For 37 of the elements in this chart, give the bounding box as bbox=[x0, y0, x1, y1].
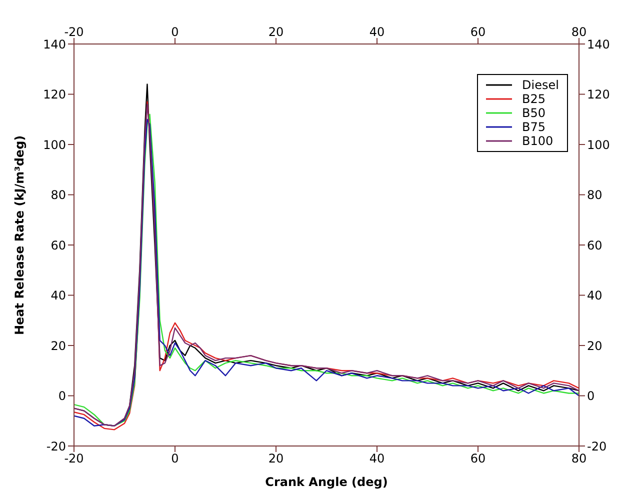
x-tick-label: 80 bbox=[571, 25, 587, 39]
y2-tick-label: 100 bbox=[587, 138, 610, 152]
x-tick-label: 20 bbox=[268, 25, 284, 39]
y-axis-title: Heat Release Rate (kJ/m³deg) bbox=[12, 135, 26, 335]
legend-label: B100 bbox=[522, 134, 554, 148]
y2-tick-label: 120 bbox=[587, 88, 610, 102]
y-tick-label: 80 bbox=[50, 188, 66, 202]
x2-tick-label: 20 bbox=[268, 452, 284, 466]
x-tick-label: -20 bbox=[64, 25, 84, 39]
x-tick-label: 60 bbox=[470, 25, 486, 39]
y2-tick-label: 40 bbox=[587, 288, 602, 303]
y-tick-label: 120 bbox=[43, 88, 66, 102]
y-tick-label: 60 bbox=[50, 238, 66, 252]
x2-tick-label: 40 bbox=[369, 452, 385, 466]
x2-tick-label: 80 bbox=[571, 452, 587, 466]
legend-label: B25 bbox=[522, 92, 546, 106]
x-axis-title: Crank Angle (deg) bbox=[265, 475, 388, 489]
x2-tick-label: 0 bbox=[171, 452, 179, 466]
y2-tick-label: 140 bbox=[587, 37, 610, 52]
y-tick-label: -20 bbox=[46, 439, 66, 454]
legend-label: B75 bbox=[522, 120, 546, 134]
y-tick-label: 40 bbox=[50, 288, 66, 303]
y2-tick-label: 0 bbox=[587, 389, 595, 404]
x-tick-label: 0 bbox=[171, 25, 179, 39]
y-tick-label: 100 bbox=[43, 138, 66, 152]
x-tick-label: 40 bbox=[369, 25, 385, 39]
legend-label: B50 bbox=[522, 106, 546, 120]
y2-tick-label: 60 bbox=[587, 238, 602, 252]
x2-tick-label: -20 bbox=[64, 452, 84, 466]
y-tick-label: 0 bbox=[58, 389, 66, 404]
x2-tick-label: 60 bbox=[470, 452, 486, 466]
y2-tick-label: 20 bbox=[587, 338, 602, 353]
y2-tick-label: -20 bbox=[587, 439, 607, 454]
y2-tick-label: 80 bbox=[587, 188, 602, 202]
legend-label: Diesel bbox=[522, 78, 559, 92]
y-tick-label: 140 bbox=[43, 37, 66, 52]
y-tick-label: 20 bbox=[50, 338, 66, 353]
